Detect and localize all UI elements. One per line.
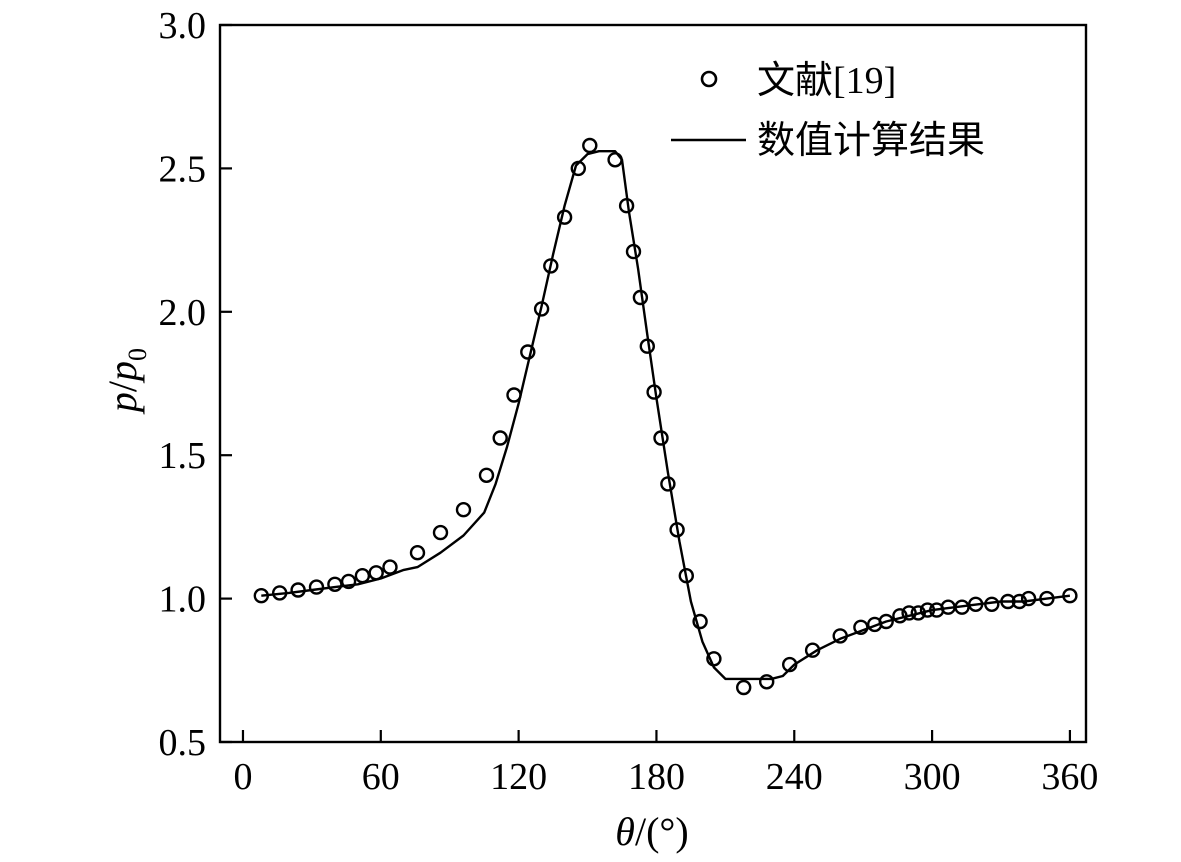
y-axis-label-slash: /	[100, 380, 145, 392]
data-point-reference	[782, 656, 798, 673]
data-point-reference	[340, 573, 357, 590]
data-point-reference	[832, 628, 848, 644]
data-point-reference	[432, 524, 449, 541]
data-point-reference	[492, 430, 508, 446]
data-point-reference	[968, 596, 984, 612]
legend-label-numerical: 数值计算结果	[757, 120, 985, 162]
x-tick-label: 180	[628, 756, 685, 798]
data-point-reference	[653, 430, 669, 446]
data-point-reference	[582, 137, 598, 154]
data-point-reference	[646, 384, 662, 400]
data-point-reference	[354, 568, 371, 584]
data-point-reference	[632, 289, 649, 306]
x-axis-label: θ/(°)	[615, 809, 688, 854]
y-tick-label: 2.0	[159, 292, 207, 334]
data-point-reference	[678, 568, 694, 584]
data-point-reference	[520, 344, 536, 360]
data-point-reference	[607, 152, 623, 168]
data-point-reference	[290, 582, 306, 598]
data-point-reference	[853, 619, 869, 635]
y-axis-label-base: p	[100, 392, 145, 415]
data-point-reference	[1011, 593, 1028, 610]
data-point-reference	[533, 301, 550, 317]
y-tick-label: 1.5	[159, 435, 207, 477]
y-axis-label-denom: p	[100, 361, 145, 384]
y-axis-label-sub: 0	[123, 348, 152, 361]
data-point-reference	[618, 197, 635, 214]
data-point-reference	[984, 596, 1000, 612]
data-point-reference	[409, 545, 426, 561]
data-point-reference	[1000, 593, 1016, 610]
data-point-reference	[954, 599, 970, 615]
data-point-reference	[478, 467, 495, 483]
data-point-reference	[556, 209, 573, 225]
data-point-reference	[455, 502, 472, 518]
series-line-numerical	[261, 150, 1071, 681]
x-tick-label: 240	[766, 756, 823, 798]
data-point-reference	[878, 613, 894, 630]
data-point-reference	[625, 243, 642, 260]
y-tick-label: 0.5	[159, 722, 207, 764]
data-point-reference	[669, 522, 685, 538]
x-axis-label-symbol: θ	[615, 809, 635, 854]
data-point-reference	[910, 605, 926, 621]
series-points-layer	[253, 137, 1078, 696]
x-tick-label: 60	[362, 756, 400, 798]
y-tick-label: 1.0	[159, 579, 207, 621]
y-axis-label: p/p0	[100, 348, 152, 415]
y-tick-label: 2.5	[159, 148, 207, 190]
data-point-reference	[892, 608, 908, 624]
data-point-reference	[506, 387, 522, 403]
data-point-reference	[1062, 588, 1078, 604]
data-point-reference	[382, 559, 398, 575]
data-point-reference	[1020, 590, 1037, 607]
data-point-reference	[308, 579, 325, 595]
data-point-reference	[901, 605, 917, 621]
data-point-reference	[253, 588, 269, 604]
data-point-reference	[660, 476, 676, 492]
x-tick-label: 0	[233, 756, 252, 798]
data-point-reference	[327, 576, 343, 592]
data-point-reference	[570, 160, 586, 177]
data-point-reference	[759, 674, 775, 690]
x-axis-label-unit: /(°)	[635, 809, 689, 854]
data-point-reference	[804, 642, 821, 658]
data-point-reference	[706, 651, 722, 667]
data-point-reference	[736, 679, 752, 696]
legend-marker-circle	[700, 70, 718, 88]
legend-label-reference: 文献[19]	[757, 60, 896, 102]
series-line-layer	[261, 150, 1071, 681]
plot-area	[218, 23, 1088, 744]
data-point-reference	[1039, 590, 1055, 607]
data-point-reference	[639, 338, 655, 354]
data-point-reference	[543, 258, 559, 274]
axis-ticks: 0 60 120 180 240 300 360 0.5 1.0 1.5 2.0 2.5 3.0	[159, 5, 1099, 798]
data-point-reference	[919, 602, 936, 618]
x-tick-label: 120	[490, 756, 547, 798]
plot-frame	[218, 23, 1088, 744]
data-point-reference	[692, 613, 708, 630]
x-tick-label: 300	[904, 756, 961, 798]
y-tick-label: 3.0	[159, 5, 207, 47]
data-point-reference	[368, 565, 384, 581]
x-tick-label: 360	[1041, 756, 1098, 798]
legend: 文献[19] 数值计算结果	[671, 60, 985, 162]
data-point-reference	[272, 585, 288, 601]
